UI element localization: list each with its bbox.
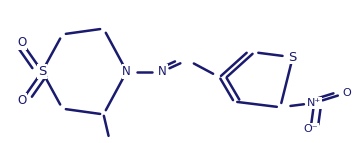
Text: O: O	[17, 36, 27, 49]
Text: N⁺: N⁺	[307, 98, 321, 108]
Text: S: S	[288, 51, 297, 64]
Text: O: O	[342, 88, 351, 98]
Text: N: N	[158, 65, 167, 78]
Text: N: N	[122, 65, 131, 78]
Text: O: O	[17, 94, 27, 107]
Text: O⁻: O⁻	[303, 124, 318, 134]
Text: S: S	[38, 65, 46, 78]
